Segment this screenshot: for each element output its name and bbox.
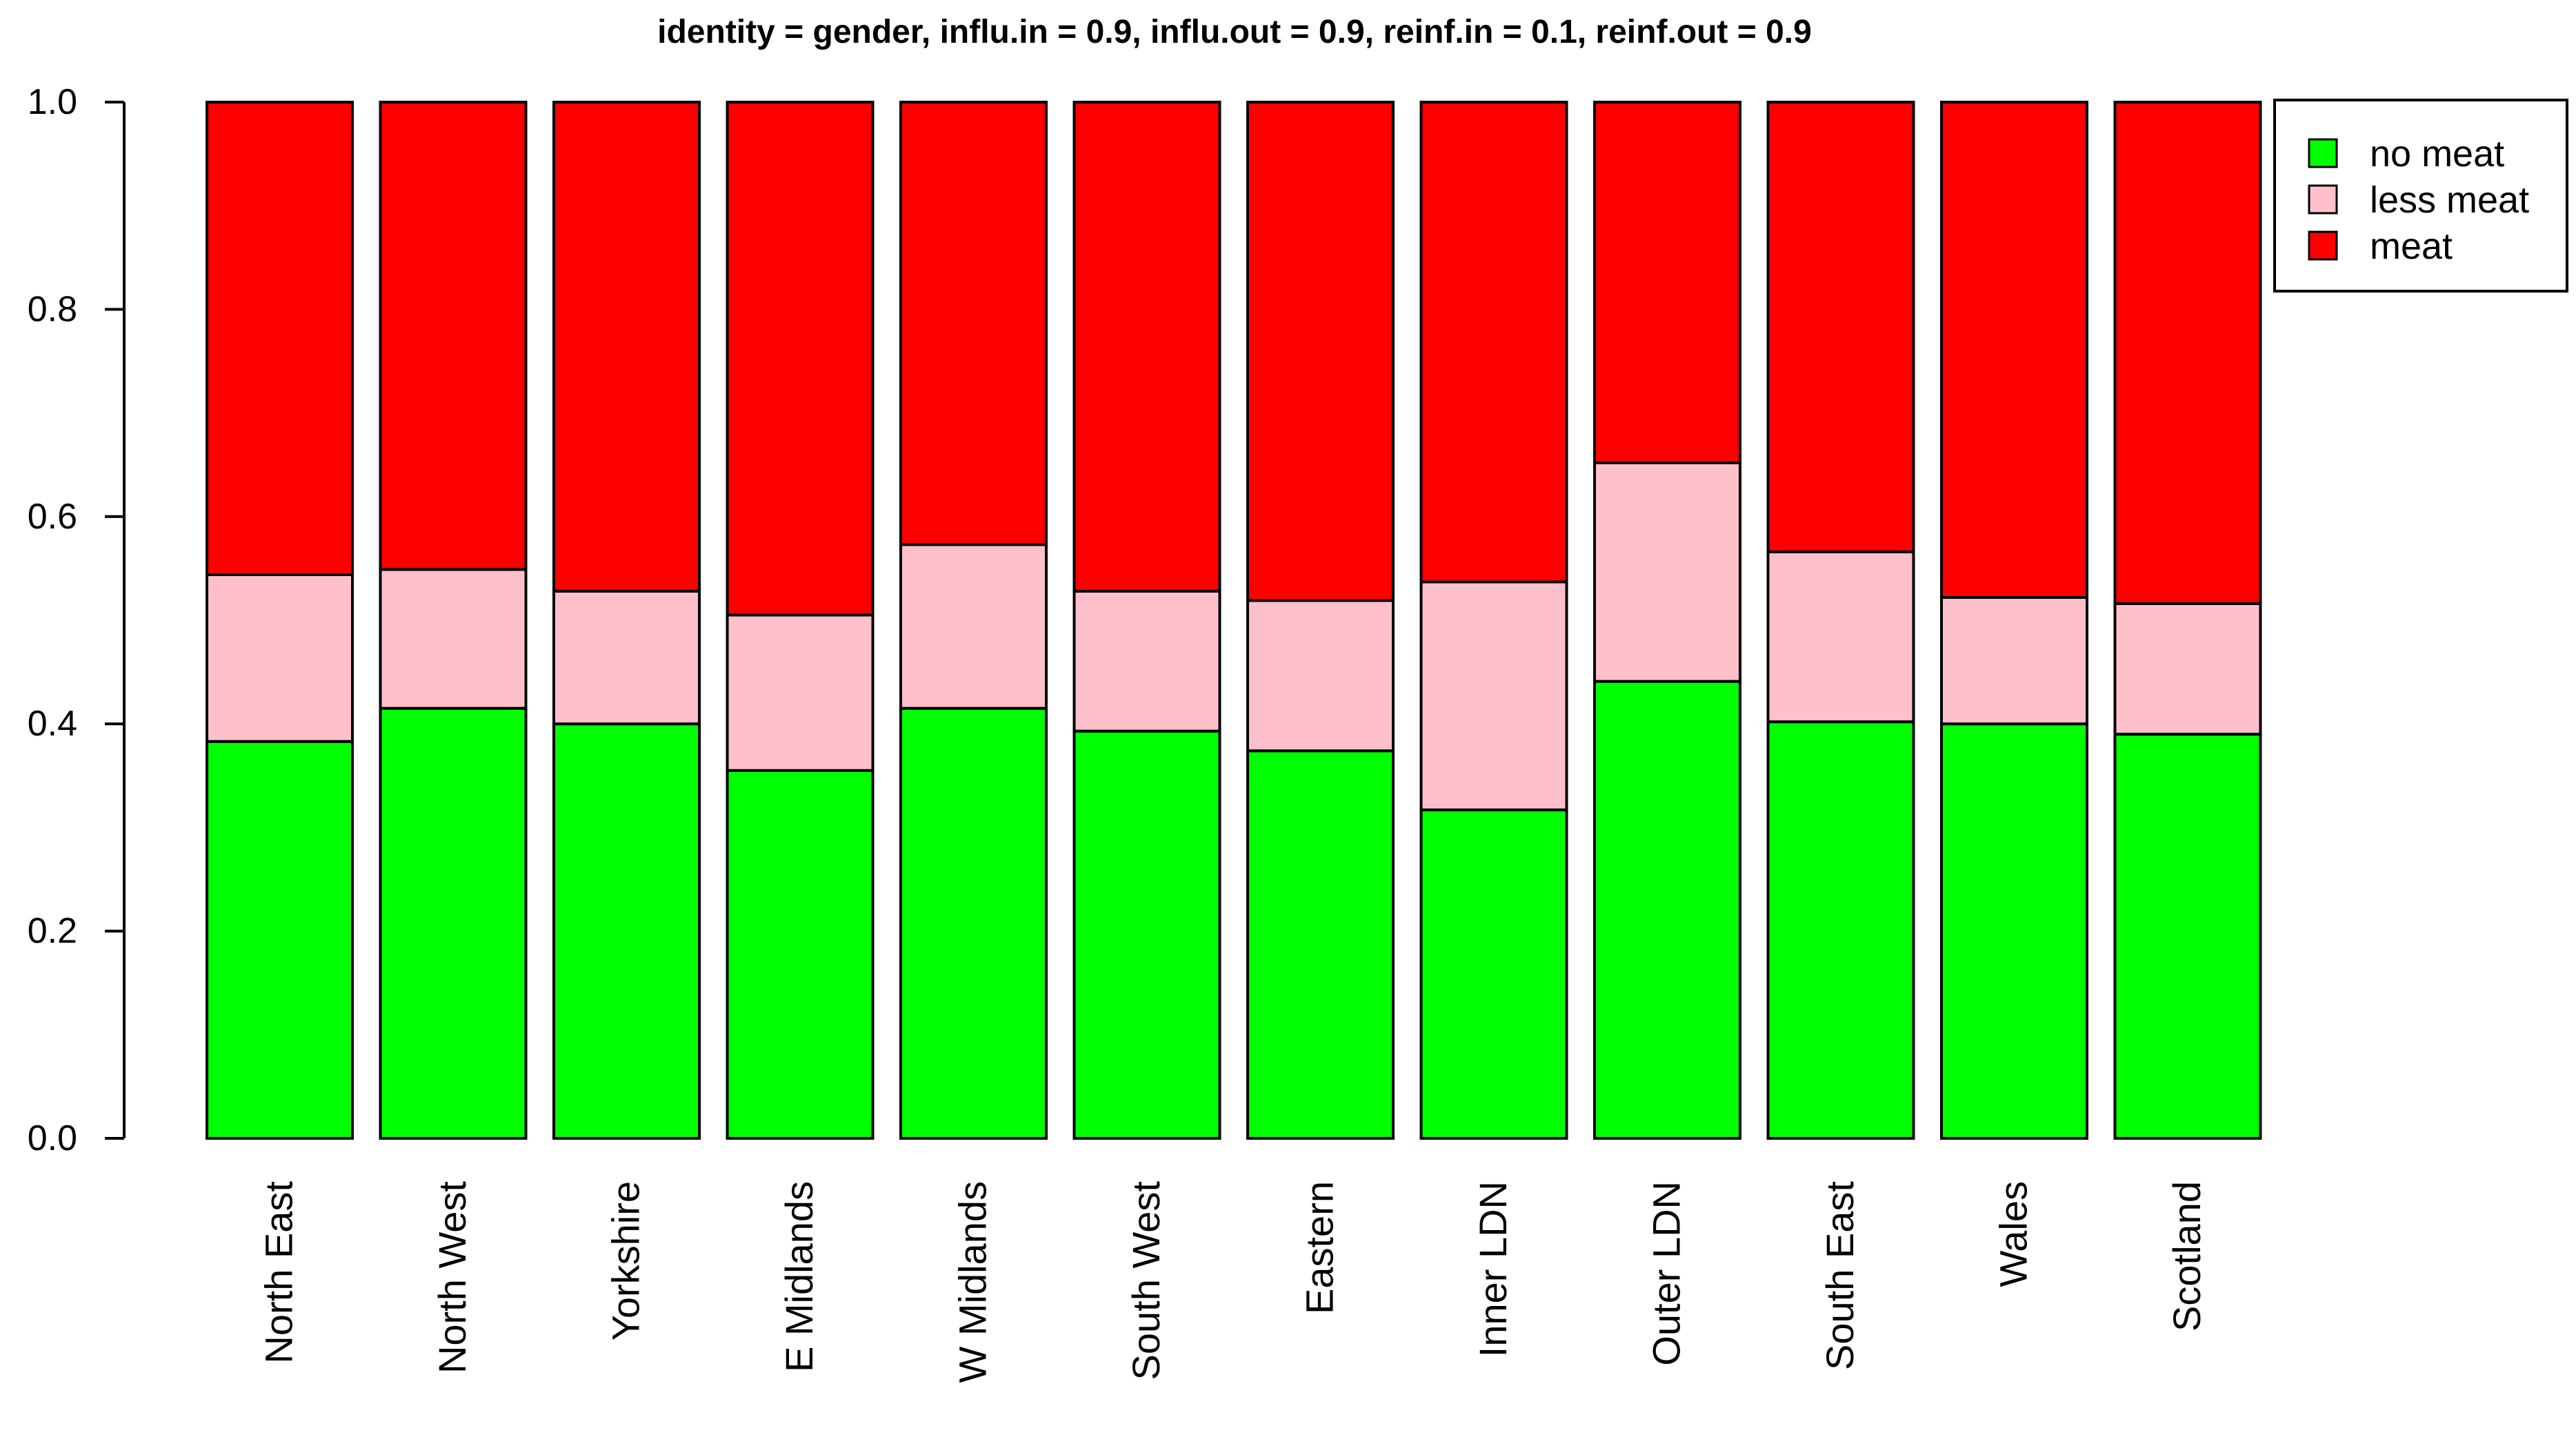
x-tick-label: North East <box>257 1181 301 1364</box>
legend-label: meat <box>2370 226 2453 267</box>
bar-segment-less-meat <box>1766 550 1915 724</box>
bar-segment-no-meat <box>1419 808 1568 1140</box>
legend-label: no meat <box>2370 133 2504 175</box>
bar-segment-less-meat <box>2113 602 2262 736</box>
bar-segment-no-meat <box>379 706 528 1140</box>
bar-segment-no-meat <box>1940 722 2088 1140</box>
bar-segment-meat <box>206 101 354 576</box>
bar-segment-meat <box>1766 101 1915 553</box>
x-tick-label: South West <box>1124 1181 1168 1380</box>
bar-segment-meat <box>1593 101 1741 464</box>
bar-segment-meat <box>1419 101 1568 584</box>
bar-segment-less-meat <box>1593 461 1741 683</box>
bar-segment-no-meat <box>726 769 875 1140</box>
x-tick-label: Inner LDN <box>1471 1181 1515 1357</box>
x-tick-label: North West <box>430 1181 474 1374</box>
legend-label: less meat <box>2370 179 2529 221</box>
bar-segment-no-meat <box>1593 680 1741 1140</box>
bar-segment-meat <box>2113 101 2262 605</box>
x-tick-label: Scotland <box>2165 1181 2208 1332</box>
bar-segment-less-meat <box>726 613 875 772</box>
bar-segment-meat <box>726 101 875 617</box>
bar-segment-meat <box>899 101 1048 546</box>
bar-segment-no-meat <box>1246 749 1395 1140</box>
bar-segment-less-meat <box>206 573 354 743</box>
bar-segment-less-meat <box>1419 580 1568 811</box>
x-tick-label: Outer LDN <box>1645 1181 1688 1366</box>
bar-segment-less-meat <box>1072 589 1221 733</box>
y-tick-label: 0.2 <box>28 911 77 951</box>
bars-group <box>206 101 2262 1140</box>
y-tick-label: 0.6 <box>28 497 77 537</box>
bar-segment-meat <box>379 101 528 571</box>
x-tick-label: W Midlands <box>951 1181 995 1383</box>
legend-swatch <box>2308 230 2338 261</box>
bar-segment-less-meat <box>1940 595 2088 726</box>
bar-segment-meat <box>552 101 701 593</box>
x-tick-label: E Midlands <box>777 1181 821 1372</box>
legend-swatch <box>2308 184 2338 215</box>
bar-segment-no-meat <box>2113 733 2262 1140</box>
bar-segment-no-meat <box>1072 729 1221 1140</box>
bar-segment-less-meat <box>552 589 701 726</box>
y-tick-label: 0.8 <box>28 289 77 329</box>
y-tick-label: 1.0 <box>28 82 77 122</box>
bar-segment-no-meat <box>899 706 1048 1140</box>
chart-title: identity = gender, influ.in = 0.9, influ… <box>657 14 1812 50</box>
bar-segment-meat <box>1072 101 1221 593</box>
bar-segment-no-meat <box>206 740 354 1140</box>
x-tick-label: Yorkshire <box>604 1181 648 1340</box>
x-axis-labels: North East North West Yorkshire E Midlands W… <box>257 1181 2209 1383</box>
y-tick-label: 0.0 <box>28 1118 77 1158</box>
x-tick-label: Eastern <box>1298 1181 1341 1314</box>
y-tick-label: 0.4 <box>28 704 77 744</box>
x-tick-label: South East <box>1818 1181 1861 1370</box>
y-axis: 0.0 0.2 0.4 0.6 0.8 1.0 <box>28 82 126 1158</box>
bar-segment-no-meat <box>552 722 701 1140</box>
bar-segment-meat <box>1246 101 1395 602</box>
legend-swatch <box>2308 138 2338 168</box>
bar-segment-less-meat <box>379 568 528 710</box>
bar-segment-less-meat <box>899 543 1048 710</box>
bar-segment-meat <box>1940 101 2088 599</box>
bar-segment-no-meat <box>1766 720 1915 1140</box>
bar-segment-less-meat <box>1246 599 1395 753</box>
x-tick-label: Wales <box>1992 1181 2035 1287</box>
